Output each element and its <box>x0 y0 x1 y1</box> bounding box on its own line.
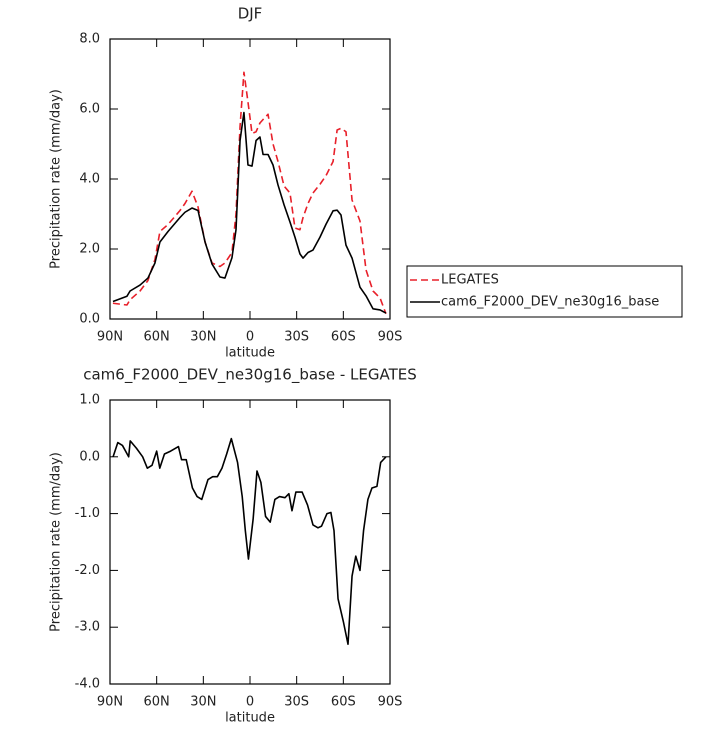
y-tick-label: 1.0 <box>79 393 100 408</box>
x-tick-label: 90N <box>97 695 123 710</box>
x-tick-label: 30S <box>284 330 309 345</box>
chart-title: DJF <box>238 5 263 23</box>
x-tick-label: 90N <box>97 330 123 345</box>
legend-label: LEGATES <box>441 273 499 288</box>
data-line <box>112 437 387 646</box>
y-tick-label: -3.0 <box>75 620 100 635</box>
chart-title: cam6_F2000_DEV_ne30g16_base - LEGATES <box>83 366 417 385</box>
x-tick-label: 60S <box>331 695 356 710</box>
y-tick-label: 6.0 <box>79 102 100 117</box>
legend-box <box>406 265 683 318</box>
x-tick-label: 30S <box>284 695 309 710</box>
x-axis-label: latitude <box>225 346 275 361</box>
x-axis-label: latitude <box>225 711 275 726</box>
y-tick-label: 8.0 <box>79 32 100 47</box>
data-line <box>112 111 387 314</box>
x-tick-label: 0 <box>246 695 254 710</box>
x-tick-label: 60S <box>331 330 356 345</box>
x-tick-label: 90S <box>378 330 403 345</box>
y-tick-label: 0.0 <box>79 449 100 464</box>
legend-label: cam6_F2000_DEV_ne30g16_base <box>441 295 659 310</box>
y-tick-label: 0.0 <box>79 312 100 327</box>
x-tick-label: 0 <box>246 330 254 345</box>
x-tick-label: 90S <box>378 695 403 710</box>
y-tick-label: -4.0 <box>75 677 100 692</box>
y-tick-label: -2.0 <box>75 563 100 578</box>
x-tick-label: 60N <box>144 695 170 710</box>
x-tick-label: 30N <box>190 695 216 710</box>
x-tick-label: 60N <box>144 330 170 345</box>
y-tick-label: -1.0 <box>75 506 100 521</box>
y-axis-label: Precipitation rate (mm/day) <box>49 89 64 269</box>
plot-frame <box>109 38 391 320</box>
y-axis-label: Precipitation rate (mm/day) <box>49 452 64 632</box>
y-tick-label: 2.0 <box>79 242 100 257</box>
data-line <box>112 71 387 315</box>
x-tick-label: 30N <box>190 330 216 345</box>
y-tick-label: 4.0 <box>79 172 100 187</box>
